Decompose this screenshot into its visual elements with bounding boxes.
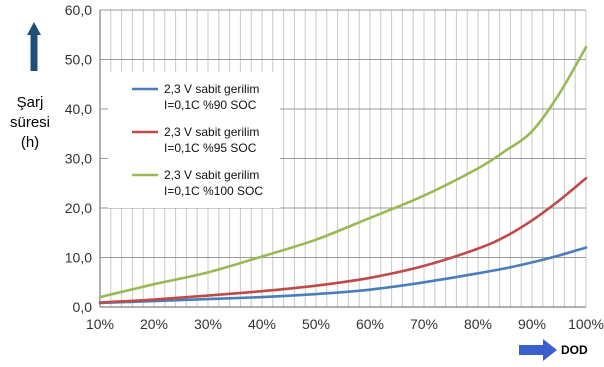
series-line-1	[98, 246, 588, 305]
y-tick-label: 30,0	[65, 151, 92, 167]
x-tick-label: 20%	[140, 316, 168, 332]
legend: 2,3 V sabit gerilim I=0,1C %90 SOC 2,3 V s…	[132, 82, 263, 198]
series-line-3	[98, 45, 588, 299]
legend-label-1: I=0,1C %90 SOC	[164, 98, 257, 112]
x-tick-label: 70%	[410, 316, 438, 332]
y-tick-label: 10,0	[65, 250, 92, 266]
y-tick-labels: 0,0 10,0 20,0 30,0 40,0 50,0 60,0	[65, 2, 92, 315]
legend-box	[108, 72, 280, 208]
x-tick-label: 40%	[248, 316, 276, 332]
y-tick-label: 20,0	[65, 200, 92, 216]
y-axis-arrow-icon	[27, 22, 41, 71]
y-tick-label: 50,0	[65, 52, 92, 68]
x-tick-label: 50%	[302, 316, 330, 332]
legend-label-3: I=0,1C %100 SOC	[164, 184, 263, 198]
x-tick-label: 80%	[464, 316, 492, 332]
y-axis-label: Şarj süresi (h)	[10, 94, 50, 151]
legend-label-2: 2,3 V sabit gerilim	[164, 125, 259, 139]
axes	[99, 10, 586, 308]
legend-label-3: 2,3 V sabit gerilim	[164, 168, 259, 182]
x-axis-caption: DOD	[561, 343, 588, 357]
y-tick-label: 60,0	[65, 2, 92, 18]
x-tick-label: 90%	[518, 316, 546, 332]
legend-label-2: I=0,1C %95 SOC	[164, 141, 257, 155]
series-lines	[98, 45, 588, 305]
x-tick-label: 30%	[194, 316, 222, 332]
x-tick-label: 60%	[356, 316, 384, 332]
x-tick-label: 10%	[86, 316, 114, 332]
y-axis-label-line-1: Şarj	[17, 94, 44, 111]
x-tick-label: 100%	[568, 316, 604, 332]
legend-label-1: 2,3 V sabit gerilim	[164, 82, 259, 96]
y-tick-label: 0,0	[73, 299, 93, 315]
x-axis-arrow-icon	[519, 339, 557, 361]
x-tick-labels: 10% 20% 30% 40% 50% 60% 70% 80% 90% 100%	[86, 316, 604, 332]
y-axis-label-line-3: (h)	[21, 134, 39, 151]
series-line-2	[98, 177, 588, 304]
y-axis-label-line-2: süresi	[10, 114, 50, 131]
y-tick-label: 40,0	[65, 101, 92, 117]
